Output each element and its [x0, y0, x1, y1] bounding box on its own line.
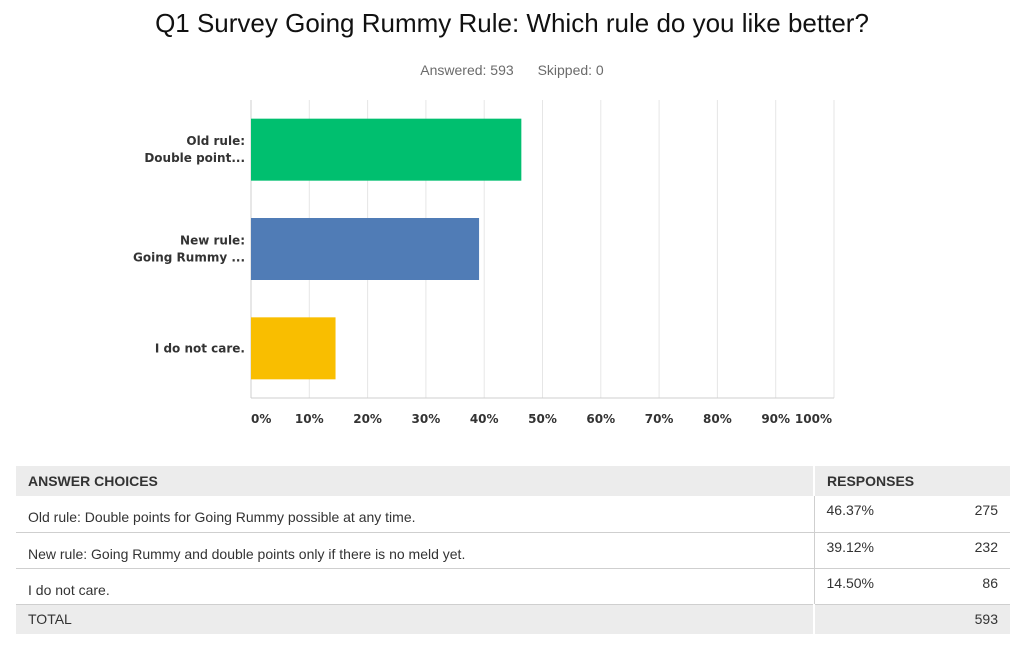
response-percent: 46.37%: [813, 496, 926, 533]
category-label: I do not care.: [155, 341, 245, 355]
x-tick-label: 90%: [761, 412, 790, 426]
response-count: 275: [926, 496, 1010, 533]
category-label: New rule:: [180, 234, 245, 248]
response-count: 232: [926, 532, 1010, 569]
table-row: New rule: Going Rummy and double points …: [16, 532, 1010, 569]
category-label: Going Rummy ...: [133, 251, 245, 265]
total-row: TOTAL 593: [16, 604, 1010, 634]
total-count: 593: [926, 604, 1010, 634]
bar: [251, 118, 522, 181]
bar: [251, 218, 480, 280]
answer-choice: I do not care.: [16, 568, 814, 605]
x-tick-label: 20%: [353, 412, 382, 426]
responses-header: RESPONSES: [813, 466, 1010, 496]
answered-count: Answered: 593: [420, 62, 514, 78]
total-label: TOTAL: [16, 604, 814, 634]
answer-choice: Old rule: Double points for Going Rummy …: [16, 496, 814, 533]
x-tick-label: 40%: [470, 412, 499, 426]
x-tick-label: 10%: [295, 412, 324, 426]
x-tick-label: 70%: [645, 412, 674, 426]
x-tick-label: 30%: [412, 412, 441, 426]
table-header-row: ANSWER CHOICES RESPONSES: [16, 466, 1010, 496]
response-percent: 14.50%: [813, 568, 926, 605]
x-tick-label: 80%: [703, 412, 732, 426]
response-count: 86: [926, 568, 1010, 605]
chart-title: Q1 Survey Going Rummy Rule: Which rule d…: [155, 8, 869, 38]
category-label: Old rule:: [186, 134, 245, 148]
bar-chart: Old rule: Double point... New rule: Going R…: [133, 100, 835, 426]
response-percent: 39.12%: [813, 532, 926, 569]
responses-table: ANSWER CHOICES RESPONSES Old rule: Doubl…: [16, 466, 1010, 634]
total-percent-empty: [813, 604, 926, 634]
table-row: Old rule: Double points for Going Rummy …: [16, 496, 1010, 533]
answer-choice: New rule: Going Rummy and double points …: [16, 532, 814, 569]
skipped-count: Skipped: 0: [537, 62, 604, 78]
x-tick-label: 0%: [251, 412, 271, 426]
category-label: Double point...: [144, 151, 245, 165]
table-row: I do not care. 14.50% 86: [16, 568, 1010, 605]
bar: [251, 317, 336, 380]
x-tick-label: 50%: [528, 412, 557, 426]
x-tick-label: 100%: [795, 412, 832, 426]
response-stats: Answered: 593 Skipped: 0: [0, 62, 1024, 78]
answer-choices-header: ANSWER CHOICES: [16, 466, 814, 496]
x-tick-label: 60%: [586, 412, 615, 426]
